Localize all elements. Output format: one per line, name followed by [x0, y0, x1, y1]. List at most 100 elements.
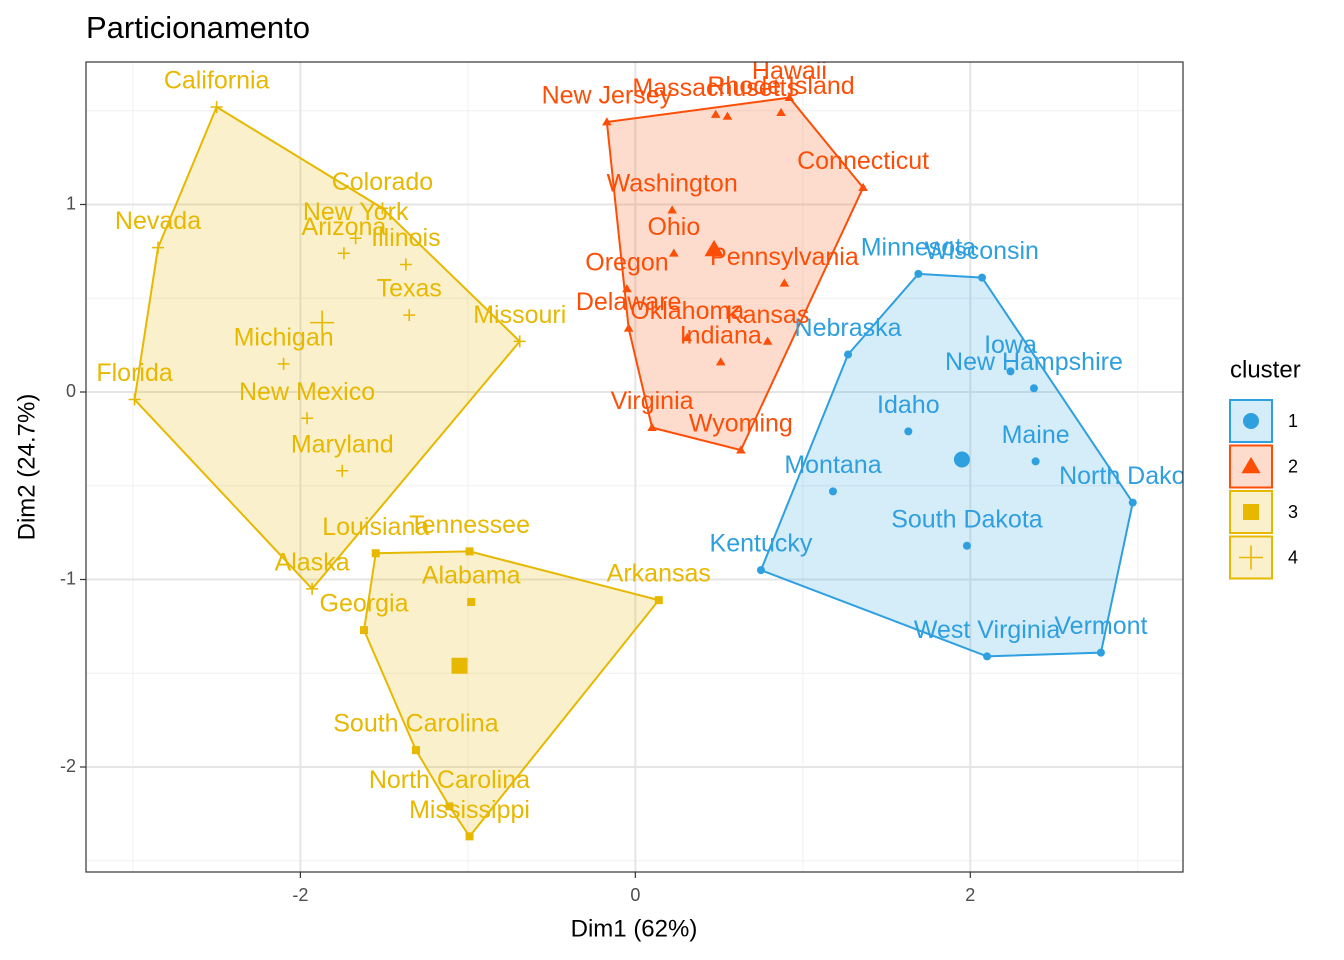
y-axis-title: Dim2 (24.7%) — [13, 394, 40, 541]
point — [904, 427, 913, 436]
point — [779, 278, 790, 287]
point-label: Connecticut — [797, 147, 929, 175]
y-tick-label: -1 — [60, 568, 76, 588]
point — [828, 487, 837, 496]
point-label: Rhode Island — [707, 72, 854, 100]
point-label: Arkansas — [607, 560, 711, 588]
point — [1243, 504, 1259, 520]
point — [306, 582, 319, 595]
point — [736, 445, 746, 454]
point-label: Louisiana — [322, 513, 429, 541]
point-label: Alaska — [275, 548, 350, 576]
point-label: Colorado — [332, 168, 433, 196]
point-label: Vermont — [1054, 612, 1147, 640]
point — [360, 626, 369, 635]
point — [1006, 367, 1015, 376]
point-label: Georgia — [320, 590, 409, 618]
point — [1031, 457, 1040, 466]
point — [399, 258, 412, 271]
grid — [86, 62, 1183, 872]
legend-label: 1 — [1288, 411, 1298, 431]
point-label: North Dakota — [1059, 462, 1206, 490]
point-label: Montana — [784, 451, 881, 479]
point-label: Wyoming — [689, 410, 793, 438]
point-label: Texas — [377, 275, 442, 303]
point — [962, 541, 971, 550]
point-label: Virginia — [611, 387, 694, 415]
point — [152, 241, 165, 254]
point — [1096, 648, 1105, 657]
point-label: Nebraska — [795, 314, 902, 342]
point-label: Hawaii — [752, 57, 827, 85]
point — [128, 393, 141, 406]
point-label: South Dakota — [891, 505, 1043, 533]
hulls — [133, 96, 1134, 839]
point — [411, 746, 420, 755]
point — [978, 273, 987, 282]
point — [784, 92, 795, 101]
point-label: Oklahoma — [630, 297, 744, 325]
point-label: New Jersey — [542, 82, 673, 110]
point-label: Missouri — [473, 301, 566, 329]
point — [465, 832, 474, 841]
point — [953, 451, 970, 468]
point — [858, 182, 868, 191]
point — [277, 357, 290, 370]
point — [376, 202, 389, 215]
point-label: Kentucky — [710, 530, 813, 558]
point — [844, 350, 853, 359]
point-label: Wisconsin — [925, 237, 1039, 265]
point-label: Maryland — [291, 430, 394, 458]
point — [762, 336, 773, 345]
y-tick-label: 1 — [66, 193, 76, 213]
point-label: California — [164, 67, 270, 95]
point-label: Mississippi — [409, 796, 530, 824]
point-label: North Carolina — [369, 766, 530, 794]
point-label: Idaho — [877, 391, 940, 419]
point — [667, 205, 677, 214]
point-label: West Virginia — [914, 616, 1060, 644]
point-label: Arizona — [302, 213, 387, 241]
legend-label: 2 — [1288, 456, 1298, 476]
point-label: Ohio — [647, 213, 700, 241]
point — [647, 422, 657, 431]
point — [1239, 545, 1263, 570]
point-label: Michigan — [234, 323, 334, 351]
point — [756, 566, 765, 575]
point-label: Nevada — [115, 207, 201, 235]
point — [710, 109, 721, 118]
point-label: Pennsylvania — [710, 243, 859, 271]
point-label: South Carolina — [333, 710, 498, 738]
legend-title: cluster — [1230, 356, 1301, 383]
point — [983, 652, 992, 661]
point — [513, 335, 526, 348]
point-label: New Hampshire — [945, 348, 1123, 376]
legend: 1 2 3 4 — [1229, 399, 1298, 580]
point-label: Oregon — [585, 248, 668, 276]
cluster-hull — [759, 272, 1134, 658]
point — [622, 284, 632, 293]
point — [451, 657, 468, 674]
point — [1243, 413, 1259, 429]
point — [914, 269, 923, 278]
point — [722, 111, 733, 120]
point-label: Iowa — [984, 331, 1037, 359]
point-label: Florida — [96, 359, 173, 387]
point — [301, 412, 314, 425]
y-tick-label: 0 — [66, 381, 76, 401]
point-label: Maine — [1002, 421, 1070, 449]
point-label: Washington — [607, 170, 738, 198]
point-label: Indiana — [680, 322, 762, 350]
point — [1029, 384, 1038, 393]
point — [776, 107, 786, 116]
point — [669, 248, 679, 257]
point — [715, 357, 726, 366]
panel-border — [85, 61, 1184, 873]
point — [336, 464, 349, 477]
legend-label: 4 — [1288, 547, 1298, 567]
x-tick-label: -2 — [292, 885, 308, 905]
point-label: Illinois — [371, 224, 440, 252]
chart-title: Particionamento — [86, 10, 310, 45]
